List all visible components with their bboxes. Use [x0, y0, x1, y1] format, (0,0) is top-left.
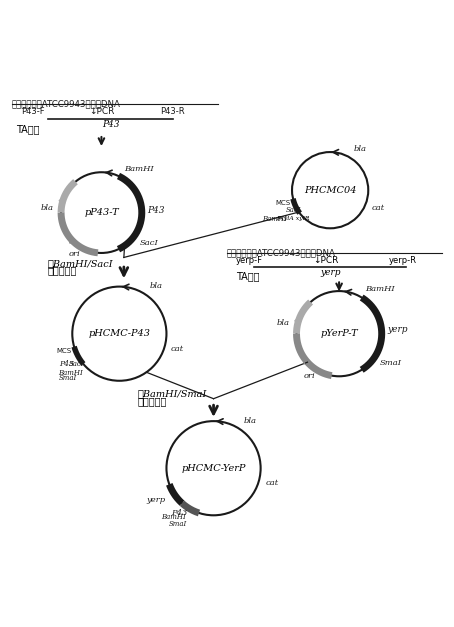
Text: bla: bla: [244, 417, 257, 425]
Text: BamHI: BamHI: [124, 165, 154, 172]
Text: 枯草芽孢杆菌ATCC9943基因组DNA: 枯草芽孢杆菌ATCC9943基因组DNA: [12, 99, 121, 108]
Text: 酶切并连接: 酶切并连接: [48, 265, 77, 275]
Text: pYerP-T: pYerP-T: [321, 329, 358, 338]
Text: P43: P43: [102, 120, 119, 129]
Text: BamHI: BamHI: [262, 215, 286, 223]
Text: cat: cat: [372, 204, 385, 212]
Text: SacI: SacI: [69, 359, 84, 367]
Text: SacI: SacI: [139, 239, 158, 247]
Text: BamHI: BamHI: [365, 285, 395, 293]
Text: ori: ori: [69, 250, 81, 258]
Text: pP43-T: pP43-T: [84, 208, 119, 217]
Text: P43-F: P43-F: [21, 107, 44, 116]
Text: cat: cat: [171, 345, 184, 352]
Text: ↓PCR: ↓PCR: [89, 107, 114, 116]
Text: ori: ori: [303, 372, 315, 380]
Text: cat: cat: [265, 479, 278, 487]
Text: P43: P43: [59, 360, 74, 368]
Text: bla: bla: [150, 282, 163, 290]
Text: P43-R: P43-R: [160, 107, 184, 116]
Text: 经BamHI/SmaI: 经BamHI/SmaI: [137, 389, 207, 398]
Text: SmaI: SmaI: [380, 359, 402, 367]
Text: SmaI: SmaI: [59, 374, 78, 382]
Text: PHCMC04: PHCMC04: [304, 186, 356, 194]
Text: bla: bla: [40, 204, 53, 213]
Text: bla: bla: [353, 145, 366, 153]
Text: yerp-R: yerp-R: [389, 256, 416, 265]
Text: yerp: yerp: [387, 325, 408, 334]
Text: PxylA xylR: PxylA xylR: [276, 216, 309, 221]
Text: pHCMC-YerP: pHCMC-YerP: [181, 464, 246, 473]
Text: 枯草芽孢杆菌ATCC9943基因组DNA: 枯草芽孢杆菌ATCC9943基因组DNA: [227, 248, 336, 258]
Text: P43: P43: [148, 206, 165, 214]
Text: TA克隆: TA克隆: [236, 271, 260, 282]
Text: MCS: MCS: [276, 200, 291, 206]
Text: P43: P43: [171, 508, 188, 517]
Text: yerp-F: yerp-F: [236, 256, 263, 265]
Text: bla: bla: [276, 319, 290, 327]
Text: yerp: yerp: [146, 496, 165, 504]
Text: ↓PCR: ↓PCR: [313, 256, 338, 265]
Text: TA克隆: TA克隆: [16, 125, 40, 135]
Text: 酶切并连接: 酶切并连接: [137, 396, 167, 406]
Text: yerp: yerp: [320, 268, 340, 277]
Text: 经BamHI/SacI: 经BamHI/SacI: [48, 259, 113, 268]
Text: SacI: SacI: [286, 206, 301, 214]
Text: MCS: MCS: [57, 348, 72, 354]
Text: pHCMC-P43: pHCMC-P43: [89, 329, 150, 338]
Text: BamHI: BamHI: [161, 514, 185, 521]
Text: SmaI: SmaI: [169, 520, 187, 528]
Text: BamHI: BamHI: [58, 369, 83, 377]
